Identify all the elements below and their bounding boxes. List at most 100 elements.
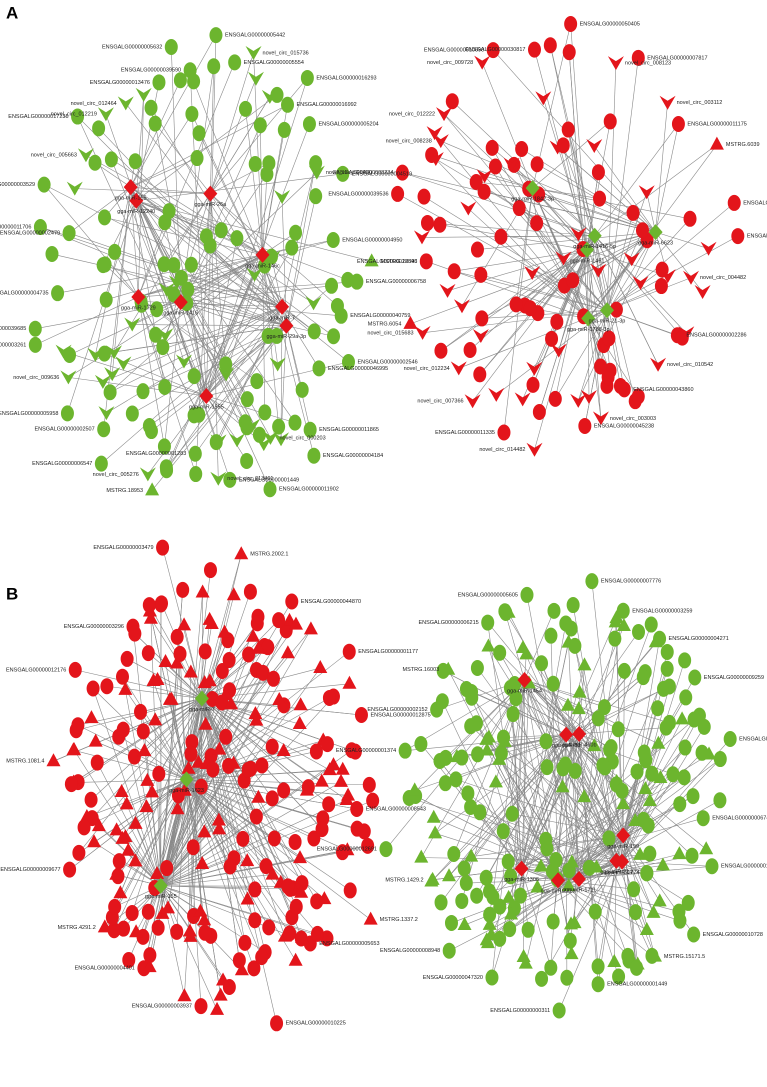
node-label: ENSGALG00000045238 [594, 423, 654, 429]
node [637, 669, 650, 685]
node [488, 388, 504, 402]
node [187, 73, 200, 89]
node-label: MSTRG.1081.4 [6, 759, 44, 765]
node [270, 1015, 283, 1031]
node-label: ENSGALG00000005632 [102, 44, 162, 50]
hub-label: gga-miR-1416-5p [573, 244, 616, 250]
node [234, 546, 248, 559]
node [306, 296, 322, 310]
node-label: ENSGALG00000030817 [465, 47, 525, 53]
node [645, 617, 658, 633]
node [311, 926, 324, 942]
node [629, 904, 642, 920]
node [321, 736, 334, 752]
node-label: novel_circ_003003 [610, 416, 656, 422]
node [545, 331, 558, 347]
node [621, 948, 634, 964]
node [682, 895, 695, 911]
edge [286, 196, 315, 326]
node [63, 862, 76, 878]
node [586, 139, 602, 153]
node [663, 678, 676, 694]
node [315, 774, 329, 787]
node [253, 427, 266, 443]
node [188, 368, 201, 384]
node-label: ENSGALG00000044870 [301, 599, 361, 605]
node [45, 246, 58, 262]
node [152, 74, 165, 90]
node [592, 976, 605, 992]
node [451, 361, 467, 375]
node-label: ENSGALG00000039536 [328, 191, 388, 197]
node [651, 700, 664, 716]
node [89, 155, 102, 171]
node [539, 832, 552, 848]
node [608, 631, 621, 647]
node-label: ENSGALG00000005605 [458, 592, 518, 598]
node [228, 54, 241, 70]
node [251, 615, 264, 631]
node [121, 651, 134, 667]
node [481, 615, 494, 631]
node [341, 272, 354, 288]
node [607, 954, 621, 967]
node [363, 777, 376, 793]
node-label: novel_circ_009636 [13, 375, 59, 381]
node [171, 629, 184, 645]
node [181, 282, 194, 298]
node [117, 722, 130, 738]
node [303, 116, 316, 132]
node [568, 638, 581, 654]
node-label: ENSGALG00000004950 [342, 237, 402, 243]
hub-label: gga-miR-155 [115, 196, 147, 202]
node [520, 587, 533, 603]
node [474, 56, 490, 70]
node [126, 406, 139, 422]
node [497, 425, 510, 441]
node [155, 595, 168, 611]
node-label: ENSGALG00000011902 [279, 487, 339, 493]
node-label: ENSGALG00000046995 [328, 366, 388, 372]
node [695, 285, 711, 299]
node [95, 456, 108, 472]
node [699, 841, 713, 854]
node [308, 323, 321, 339]
hub-label: gga-miR-460b [562, 742, 597, 748]
node [160, 459, 173, 475]
node [105, 151, 118, 167]
hub-label: gga-miR-1306 [504, 877, 539, 883]
panel-label: A [6, 3, 18, 22]
node [207, 58, 220, 74]
node [100, 678, 113, 694]
node [639, 185, 655, 199]
edge [616, 618, 622, 861]
node [66, 742, 80, 755]
node-label: ENSGALG00000000311 [490, 1008, 550, 1014]
node [289, 834, 302, 850]
node [229, 433, 245, 447]
node [248, 912, 261, 928]
node [97, 421, 110, 437]
node [277, 782, 290, 798]
node [724, 731, 737, 747]
node-label: ENSGALG00000016262 [747, 234, 767, 240]
node [142, 645, 155, 661]
node [98, 406, 114, 420]
node [433, 217, 446, 233]
node [391, 186, 404, 202]
node-label: ENSGALG00000012875 [370, 712, 430, 718]
node [549, 852, 562, 868]
node [248, 881, 261, 897]
node-label: novel_circ_004482 [700, 275, 746, 281]
node-label: ENSGALG00000003296 [64, 624, 124, 630]
node [470, 888, 483, 904]
node [268, 830, 281, 846]
node [516, 640, 530, 653]
hub-label: gga-miR-1454 [507, 688, 542, 694]
node-label: ENSGALG00000002804 [743, 200, 767, 206]
node [497, 730, 510, 746]
hub-label: gga-miR-222a [541, 889, 577, 895]
node-label: ENSGALG00000039590 [121, 68, 181, 74]
node [120, 796, 134, 809]
